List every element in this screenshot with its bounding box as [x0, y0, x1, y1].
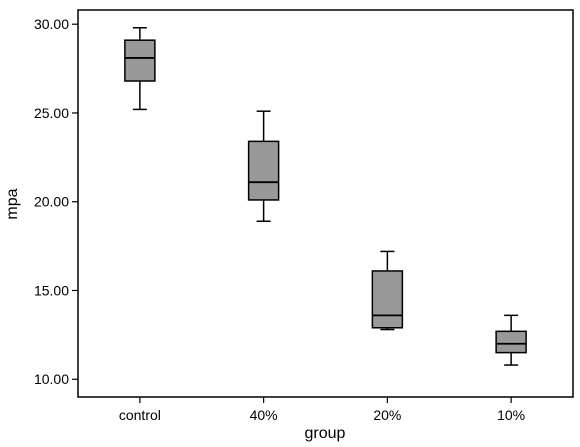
iqr-box [371, 270, 404, 329]
y-axis: 10.00 15.00 20.00 25.00 30.00 [34, 16, 78, 387]
y-tick-label: 10.00 [34, 371, 69, 387]
iqr-box [495, 330, 527, 354]
x-tick-label: 10% [497, 407, 525, 423]
iqr-box [124, 39, 156, 82]
x-tick-label: control [119, 407, 161, 423]
box-2 [247, 110, 280, 223]
y-axis-label: mpa [4, 188, 21, 219]
plot-frame [77, 9, 574, 398]
box-1 [124, 27, 156, 111]
box-series [124, 27, 527, 366]
iqr-box [247, 140, 280, 201]
y-tick-label: 15.00 [34, 282, 69, 298]
x-axis-label: group [305, 425, 346, 442]
y-tick-label: 25.00 [34, 105, 69, 121]
y-tick-label: 20.00 [34, 194, 69, 210]
x-tick-label: 40% [250, 407, 278, 423]
y-tick-label: 30.00 [34, 16, 69, 32]
box-4 [495, 314, 527, 366]
x-axis: control 40% 20% 10% [119, 397, 525, 423]
x-tick-label: 20% [373, 407, 401, 423]
box-3 [371, 250, 404, 331]
